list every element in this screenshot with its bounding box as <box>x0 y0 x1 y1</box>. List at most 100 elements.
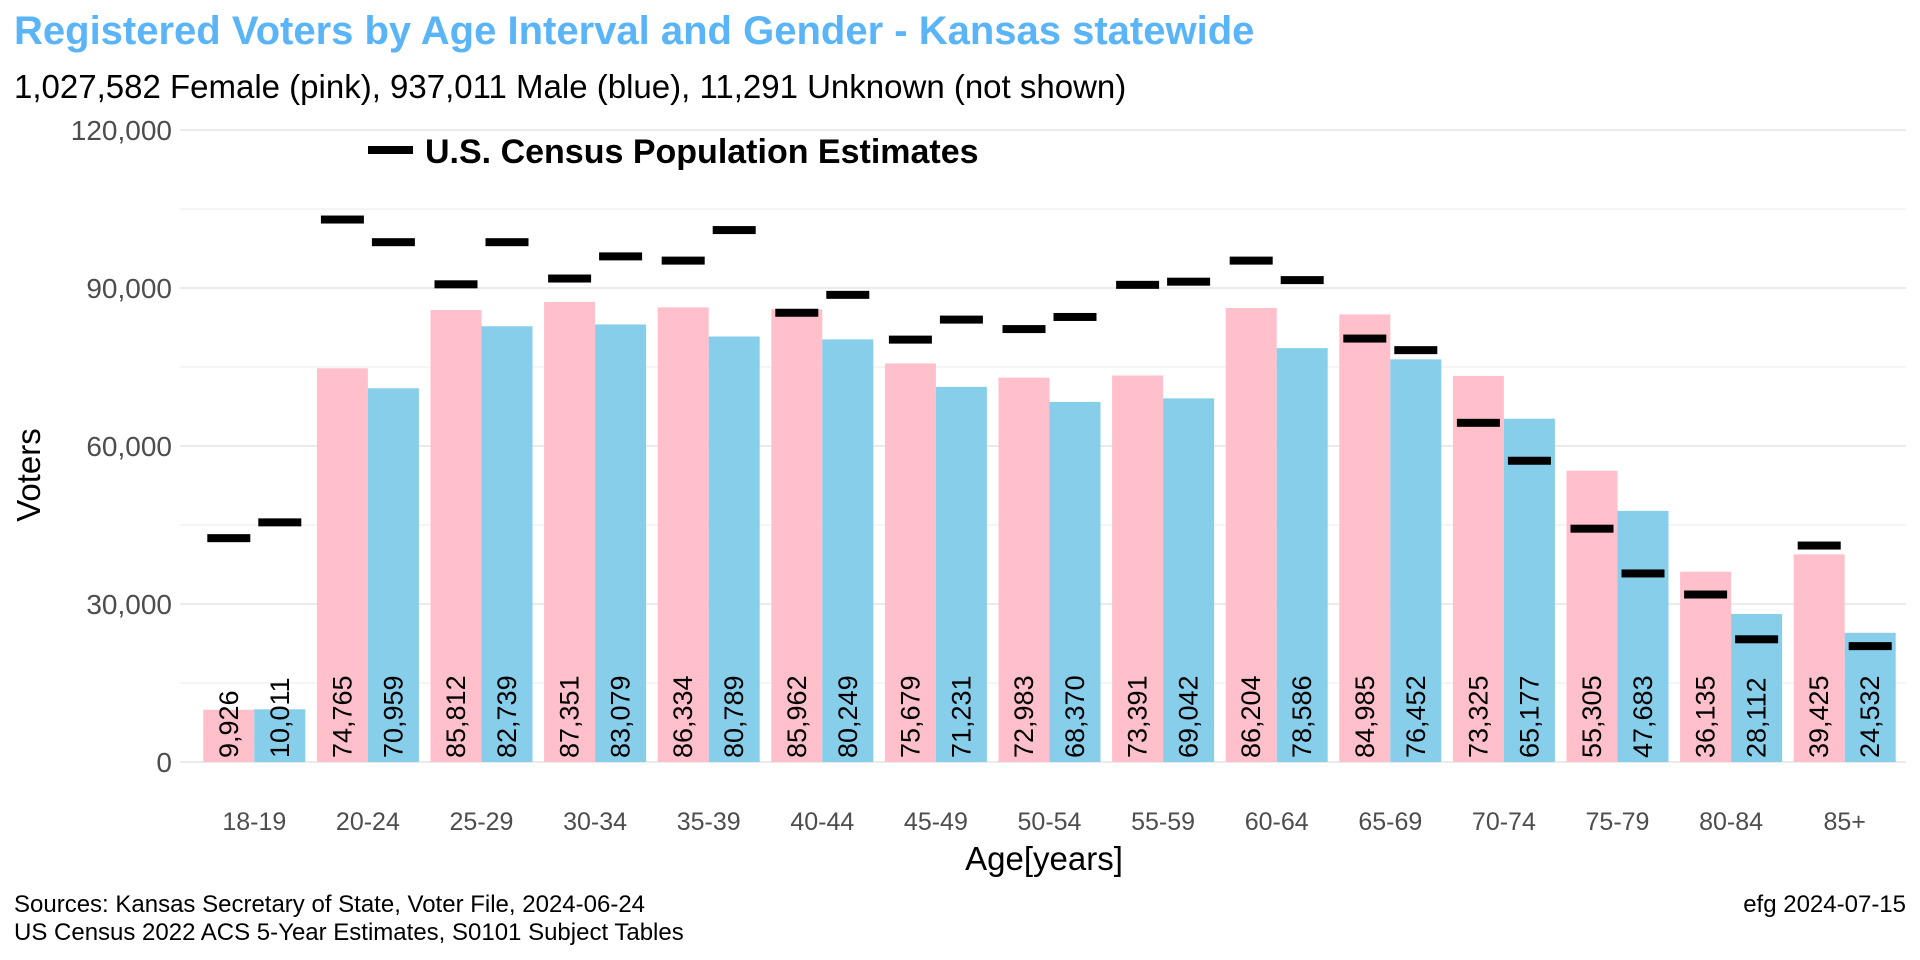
female-bar <box>884 363 936 762</box>
x-tick-label: 55-59 <box>1131 808 1195 836</box>
bar-value-label: 72,983 <box>1009 675 1039 758</box>
census-marker <box>1167 277 1211 286</box>
female-bar <box>1112 375 1164 762</box>
bar-value-label: 86,204 <box>1236 675 1266 758</box>
census-marker <box>1002 325 1046 334</box>
male-bar <box>367 388 419 762</box>
bar-value-label: 74,765 <box>327 675 357 758</box>
female-bar <box>1680 571 1732 762</box>
x-tick-label: 30-34 <box>563 808 627 836</box>
bar-value-label: 73,391 <box>1123 675 1153 758</box>
bar-value-label: 39,425 <box>1804 675 1834 758</box>
x-axis: 18-19 20-24 25-29 30-34 35-39 40-44 45-49 50-54… <box>222 808 1866 836</box>
x-tick-label: 75-79 <box>1586 808 1650 836</box>
male-bar <box>1276 348 1328 762</box>
bar-value-label: 36,135 <box>1691 675 1721 758</box>
male-bar <box>595 324 647 762</box>
y-tick-label: 0 <box>156 747 172 778</box>
census-marker <box>939 315 983 324</box>
x-tick-label: 70-74 <box>1472 808 1536 836</box>
bar-value-label: 85,962 <box>782 675 812 758</box>
bar-value-label: 10,011 <box>265 677 295 758</box>
male-bar <box>1617 510 1669 762</box>
male-bar <box>1503 418 1555 762</box>
bar-value-label: 24,532 <box>1855 675 1885 758</box>
female-bar <box>1566 470 1618 762</box>
census-marker <box>485 238 529 247</box>
x-tick-label: 18-19 <box>222 808 286 836</box>
census-marker <box>320 215 364 224</box>
bar-value-label: 70,959 <box>378 675 408 758</box>
bar-value-label: 86,334 <box>668 675 698 758</box>
x-tick-label: 65-69 <box>1358 808 1422 836</box>
male-bar <box>1390 359 1442 762</box>
female-bar <box>316 368 368 762</box>
bar-value-label: 83,079 <box>606 675 636 758</box>
x-tick-label: 40-44 <box>790 808 854 836</box>
male-bar <box>1844 632 1896 762</box>
legend-census-swatch <box>368 146 413 154</box>
census-markers <box>207 215 1892 651</box>
bar-value-label: 65,177 <box>1514 675 1544 758</box>
bar-value-label: 71,231 <box>946 675 976 758</box>
census-marker <box>371 238 415 247</box>
bar-value-label: 76,452 <box>1401 675 1431 758</box>
census-marker <box>775 308 819 317</box>
female-bar <box>203 709 255 762</box>
female-bar <box>1793 554 1845 762</box>
bar-value-label: 78,586 <box>1287 675 1317 758</box>
census-marker <box>1621 569 1665 578</box>
census-marker <box>826 290 870 299</box>
female-bar <box>1339 314 1391 762</box>
census-marker <box>1343 334 1387 343</box>
y-axis: 0 30,000 60,000 90,000 120,000 <box>71 115 172 778</box>
census-marker <box>661 256 705 265</box>
bar-value-label: 82,739 <box>492 675 522 758</box>
bar-value-label: 80,249 <box>833 675 863 758</box>
bar-value-label: 87,351 <box>555 675 585 758</box>
census-marker <box>1570 524 1614 533</box>
census-marker <box>1507 456 1551 465</box>
male-bar <box>935 386 987 762</box>
x-tick-label: 25-29 <box>450 808 514 836</box>
bar-labels: 9,926 10,011 74,765 70,959 85,812 82,739 87,35… <box>214 675 1885 758</box>
bar-value-label: 75,679 <box>895 675 925 758</box>
census-marker <box>888 335 932 344</box>
census-marker <box>1053 312 1097 321</box>
x-tick-label: 60-64 <box>1245 808 1309 836</box>
x-tick-label: 50-54 <box>1018 808 1082 836</box>
bar-value-label: 68,370 <box>1060 675 1090 758</box>
chart-subtitle: 1,027,582 Female (pink), 937,011 Male (b… <box>14 68 1126 105</box>
census-marker <box>434 280 478 289</box>
male-bar <box>1049 401 1101 762</box>
chart-title: Registered Voters by Age Interval and Ge… <box>14 9 1254 53</box>
bar-value-label: 9,926 <box>214 690 244 758</box>
x-axis-title: Age[years] <box>965 840 1123 877</box>
census-marker <box>1797 541 1841 550</box>
census-marker <box>548 274 592 283</box>
legend-census-label: U.S. Census Population Estimates <box>425 133 979 171</box>
census-marker <box>1848 642 1892 651</box>
female-bar <box>771 309 823 762</box>
census-marker <box>207 534 251 543</box>
bar-value-label: 85,812 <box>441 675 471 758</box>
male-bar <box>708 336 760 762</box>
bars <box>203 301 1896 762</box>
census-marker <box>1229 256 1273 265</box>
female-bar <box>544 301 596 762</box>
x-tick-label: 20-24 <box>336 808 400 836</box>
bar-value-label: 69,042 <box>1174 675 1204 758</box>
male-bar <box>481 326 533 762</box>
y-tick-label: 90,000 <box>86 273 172 304</box>
x-tick-label: 35-39 <box>677 808 741 836</box>
y-axis-title: Voters <box>10 428 47 522</box>
legend: U.S. Census Population Estimates <box>368 133 979 171</box>
female-bar <box>430 310 482 762</box>
source-line-1: Sources: Kansas Secretary of State, Vote… <box>14 891 645 918</box>
census-marker <box>1394 346 1438 355</box>
y-tick-label: 60,000 <box>86 431 172 462</box>
census-marker <box>1456 418 1500 427</box>
x-tick-label: 85+ <box>1823 808 1865 836</box>
census-marker <box>599 252 643 261</box>
female-bar <box>1452 375 1504 762</box>
